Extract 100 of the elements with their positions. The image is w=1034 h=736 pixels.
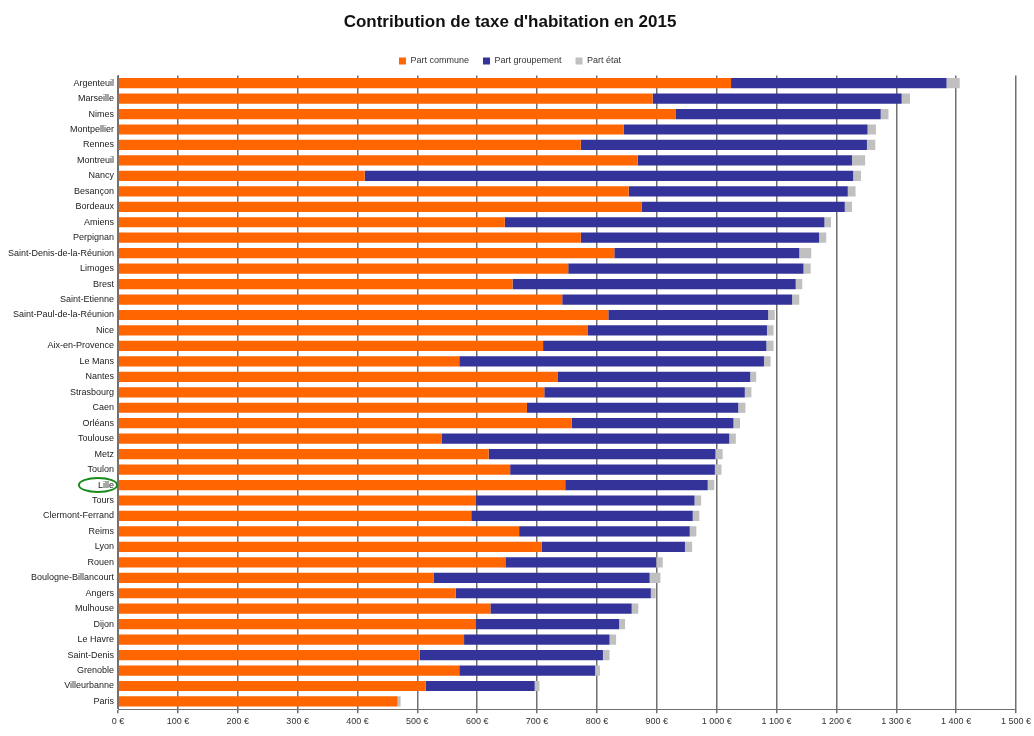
y-tick-label: Strasbourg [70,386,115,397]
y-tick-label: Toulouse [78,433,115,444]
bar [118,108,676,120]
bar [750,371,757,382]
bar [656,557,663,568]
x-tick-label: 200 € [226,716,250,727]
y-tick-label: Grenoble [77,665,115,676]
y-tick-label: Clermont-Ferrand [43,510,115,521]
y-tick-label: Dijon [93,618,115,629]
y-tick-label: Brest [93,278,115,289]
y-tick-label: Lille [98,479,115,490]
bar [118,557,506,568]
bar [459,665,596,676]
bar [118,371,558,382]
y-tick-label: Rennes [83,139,115,150]
bar [766,340,774,352]
bar [867,124,876,135]
bar [650,588,656,599]
bar [118,680,426,692]
bar [519,526,690,537]
bar [118,510,472,522]
bar [731,78,947,89]
y-tick-label: Saint-Denis-de-la-Réunion [7,247,115,258]
bar [543,340,767,352]
bar [118,433,442,444]
bar [602,649,610,661]
bar [118,696,398,707]
bar [675,108,881,120]
bar [544,387,745,398]
chart-title: Contribution de taxe d'habitation en 2015 [343,11,677,31]
bar [565,479,708,491]
bar [510,464,715,475]
x-tick-label: 700 € [525,716,549,727]
bar [476,619,620,630]
bar [694,495,702,506]
bar [795,278,803,290]
y-tick-label: Angers [85,587,115,598]
bar [118,325,588,336]
y-tick-label: Aix-en-Provence [47,340,115,351]
bar [649,572,661,583]
bar [118,201,642,212]
bar [118,402,527,413]
bar [568,263,804,274]
bar [623,124,868,135]
bar [766,325,774,336]
bar [768,309,775,321]
bar [792,294,800,305]
y-tick-label: Saint-Paul-de-la-Réunion [12,309,115,320]
bar [488,449,716,460]
y-tick-label: Boulogne-Billancourt [30,572,115,583]
bar [729,433,736,444]
bar [397,696,401,707]
bar [118,619,477,630]
y-tick-label: Nancy [88,170,115,181]
x-tick-label: 800 € [585,716,609,727]
bar [946,78,960,89]
bar [118,263,569,274]
bar [118,479,566,491]
y-tick-label: Bordeaux [75,201,115,212]
bar [652,93,902,104]
bar [526,402,739,413]
y-tick-label: Metz [94,448,115,459]
bar [118,634,465,645]
bar [118,124,624,135]
y-tick-label: Orléans [82,417,115,428]
bar [628,186,848,197]
y-tick-label: Montpellier [70,123,115,134]
y-tick-label: Limoges [80,263,115,274]
bar [505,557,657,568]
y-tick-label: Villeurbanne [64,680,115,691]
bar [853,170,861,181]
bar [580,232,820,243]
bar [118,665,460,676]
bar [641,201,845,212]
y-tick-label: Saint-Denis [67,649,115,660]
bar [118,588,456,599]
bar [490,603,632,614]
y-tick-label: Caen [92,402,115,413]
bar [476,495,695,506]
bar [118,139,581,151]
y-tick-label: Reims [88,525,115,536]
bar [541,541,685,552]
y-tick-label: Mulhouse [75,603,115,614]
bar [707,479,715,491]
bar [733,418,741,429]
bar [851,155,866,166]
bar [557,371,751,382]
bar [118,418,572,429]
x-tick-label: 1 400 € [941,716,972,727]
x-tick-label: 600 € [465,716,489,727]
bar [684,541,693,552]
bar [118,232,581,243]
bar [118,294,563,305]
y-tick-label: Toulon [87,464,115,475]
bar [118,356,460,367]
bar [118,603,491,614]
bar [118,449,489,460]
y-tick-label: Nice [96,324,115,335]
bar [118,464,511,475]
bar [614,248,800,259]
